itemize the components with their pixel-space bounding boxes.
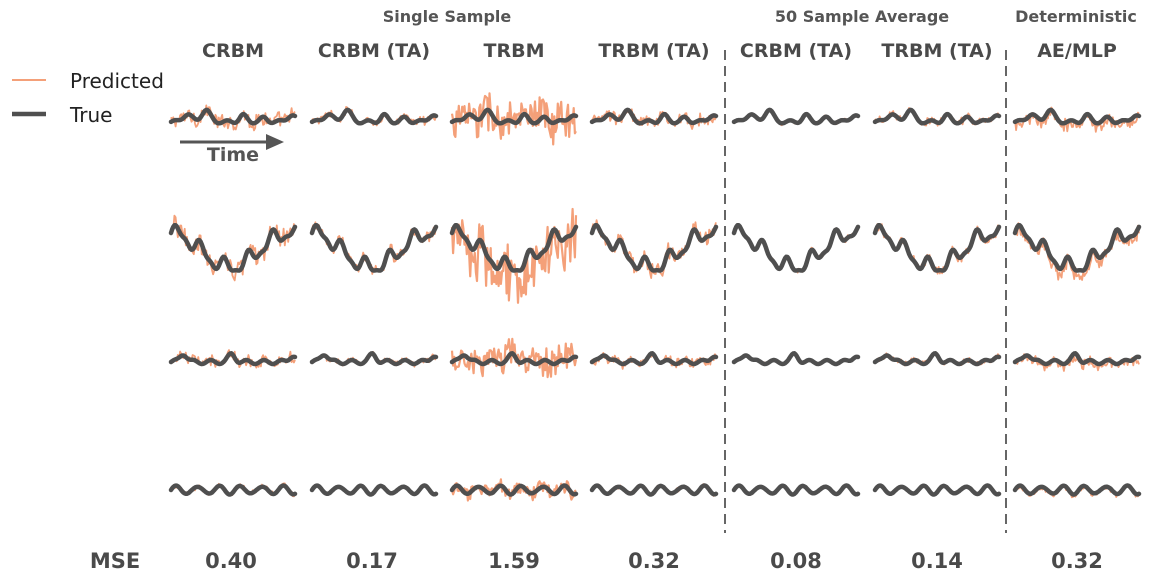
panel-column-3 [449, 92, 579, 502]
legend-true-label: True [69, 103, 112, 127]
mse-value-crbm-ta-avg: 0.08 [770, 549, 822, 573]
true-line-r2-c1 [168, 222, 298, 273]
column-title-crbm: CRBM [202, 40, 264, 62]
time-annotation: Time [180, 134, 284, 166]
legend: Predicted True [12, 69, 164, 127]
column-title-crbm-ta: CRBM (TA) [318, 40, 430, 62]
true-line-r4-c4 [589, 483, 719, 497]
panels [168, 92, 1142, 502]
true-line-r1-c3 [449, 107, 579, 126]
true-line-r1-c6 [872, 107, 1002, 126]
mse-value-ae-mlp: 0.32 [1051, 549, 1103, 573]
true-line-r3-c6 [872, 351, 1002, 367]
true-line-r1-c5 [731, 107, 861, 126]
predicted-line-r1-c1 [170, 104, 296, 132]
true-line-r1-c7 [1012, 107, 1142, 126]
group-title-deterministic: Deterministic [1015, 7, 1137, 26]
true-line-r4-c7 [1012, 483, 1142, 497]
true-line-r4-c2 [309, 483, 439, 497]
mse-row: MSE 0.40 0.17 1.59 0.32 0.08 0.14 0.32 [90, 549, 1103, 573]
true-line-r3-c7 [1012, 351, 1142, 367]
legend-predicted-label: Predicted [70, 69, 164, 93]
mse-value-trbm-ta-avg: 0.14 [911, 549, 963, 573]
column-title-ae-mlp: AE/MLP [1037, 40, 1117, 62]
panel-column-7 [1012, 106, 1142, 499]
group-separators [724, 50, 1007, 533]
panel-column-4 [589, 107, 719, 497]
panel-column-5 [731, 107, 861, 497]
group-title-single-sample: Single Sample [383, 7, 512, 26]
true-line-r2-c2 [309, 222, 439, 273]
true-line-r4-c5 [731, 483, 861, 497]
time-label: Time [207, 144, 259, 166]
group-title-50-sample-average: 50 Sample Average [775, 7, 949, 26]
column-title-trbm-ta-avg: TRBM (TA) [881, 40, 992, 62]
mse-value-crbm-ta: 0.17 [346, 549, 398, 573]
true-line-r3-c4 [589, 351, 719, 367]
true-line-r3-c5 [731, 351, 861, 367]
true-line-r2-c7 [1012, 222, 1142, 273]
panel-column-2 [309, 106, 439, 497]
time-arrow-head [266, 134, 284, 150]
true-line-r3-c3 [449, 351, 579, 367]
true-line-r1-c1 [168, 107, 298, 126]
group-titles: Single Sample 50 Sample Average Determin… [383, 7, 1137, 26]
mse-value-trbm: 1.59 [488, 549, 540, 573]
true-line-r2-c4 [589, 222, 719, 273]
true-line-r4-c3 [449, 483, 579, 497]
true-line-r4-c6 [872, 483, 1002, 497]
true-line-r1-c2 [309, 107, 439, 126]
true-line-r2-c6 [872, 222, 1002, 273]
true-line-r3-c2 [309, 351, 439, 367]
mse-value-crbm: 0.40 [205, 549, 257, 573]
true-line-r2-c5 [731, 222, 861, 273]
true-line-r4-c1 [168, 483, 298, 497]
true-line-r1-c4 [589, 107, 719, 126]
panel-column-6 [872, 107, 1002, 497]
predicted-line-r3-c3 [450, 337, 578, 379]
column-title-trbm: TRBM [484, 40, 545, 62]
true-line-r2-c3 [449, 222, 579, 273]
column-titles: CRBM CRBM (TA) TRBM TRBM (TA) CRBM (TA) … [202, 40, 1117, 62]
column-title-crbm-ta-avg: CRBM (TA) [740, 40, 852, 62]
predicted-line-r2-c3 [450, 207, 578, 304]
true-line-r3-c1 [168, 351, 298, 367]
column-title-trbm-ta: TRBM (TA) [598, 40, 709, 62]
mse-value-trbm-ta: 0.32 [628, 549, 680, 573]
panel-column-1 [168, 104, 298, 498]
mse-label: MSE [90, 549, 140, 573]
